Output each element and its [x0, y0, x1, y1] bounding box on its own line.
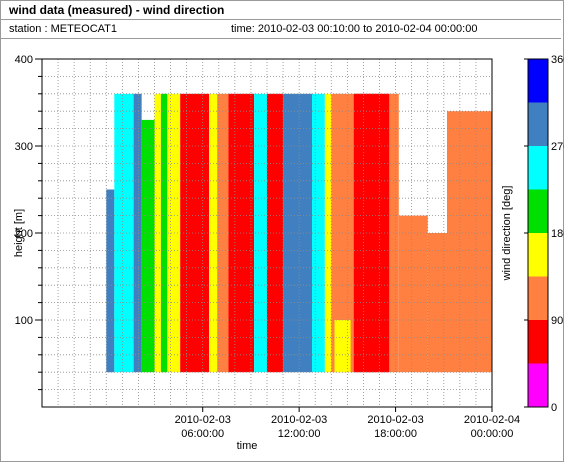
x-tick-label: 2010-02-03	[367, 414, 423, 426]
colorbar	[527, 58, 549, 408]
grid-layer	[41, 59, 492, 407]
chart-title: wind data (measured) - wind direction	[9, 3, 225, 17]
heatmap-cell	[133, 93, 142, 373]
x-tick-label: 2010-02-04	[464, 414, 520, 426]
heatmap-cell	[106, 189, 115, 373]
colorbar-tick-label: 270	[551, 141, 564, 153]
x-axis-label: time	[237, 440, 258, 452]
colorbar-bin	[528, 233, 548, 277]
heatmap-cell	[267, 93, 284, 373]
x-tick-label: 12:00:00	[278, 428, 321, 440]
x-tick-label: 2010-02-03	[175, 414, 231, 426]
colorbar-tick-label: 0	[551, 402, 557, 414]
title-bar: wind data (measured) - wind direction	[1, 1, 561, 20]
colorbar-bin	[528, 363, 548, 407]
x-tick-label: 18:00:00	[374, 428, 417, 440]
y-tick-label: 100	[15, 315, 33, 327]
heatmap-cell	[324, 93, 332, 373]
heatmap-cell	[254, 93, 267, 373]
colorbar-bin	[528, 59, 548, 103]
y-axis-label: height [m]	[13, 209, 25, 257]
heatmap-cell	[398, 215, 428, 373]
colorbar-bin	[528, 189, 548, 233]
x-axis: 2010-02-03 06:00:00 2010-02-03 12:00:00 2010…	[175, 407, 520, 440]
y-tick-label: 400	[15, 54, 33, 66]
heatmap-cell	[154, 93, 161, 373]
heatmap-cell	[141, 119, 155, 373]
colorbar-bin	[528, 320, 548, 364]
colorbar-axis: 0 90 180 270 360	[524, 54, 564, 414]
heatmap-cell	[160, 93, 168, 373]
colorbar-bin	[528, 102, 548, 146]
x-tick-label: 00:00:00	[471, 428, 514, 440]
x-tick-label: 2010-02-03	[271, 414, 327, 426]
y-tick-label: 200	[15, 228, 33, 240]
heatmap-cell	[447, 111, 492, 373]
heatmap-layer	[106, 93, 492, 373]
x-tick-label: 06:00:00	[181, 428, 224, 440]
y-tick-label: 300	[15, 141, 33, 153]
colorbar-bin	[528, 276, 548, 320]
heatmap-cell	[334, 320, 351, 373]
station-label: station : METEOCAT1	[9, 23, 117, 35]
heatmap-cell	[228, 93, 255, 373]
colorbar-tick-label: 180	[551, 228, 564, 240]
info-bar: station : METEOCAT1 time: 2010-02-03 00:…	[1, 20, 561, 39]
colorbar-bin	[528, 146, 548, 190]
heatmap-cell	[167, 93, 181, 373]
colorbar-tick-label: 90	[551, 315, 563, 327]
colorbar-tick-label: 360	[551, 54, 564, 66]
colorbar-label: wind direction [deg]	[501, 186, 513, 282]
heatmap-cell	[353, 93, 390, 373]
time-range-label: time: 2010-02-03 00:10:00 to 2010-02-04 …	[231, 23, 478, 35]
y-axis: 100 200 300 400	[15, 54, 42, 391]
